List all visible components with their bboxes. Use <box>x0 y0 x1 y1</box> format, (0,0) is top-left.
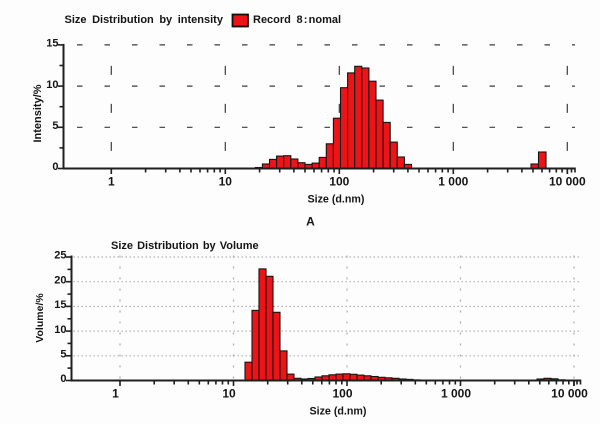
svg-text:Size Distribution by Volume: Size Distribution by Volume <box>111 240 259 252</box>
svg-text:20: 20 <box>54 274 66 286</box>
svg-text:10 000: 10 000 <box>549 175 586 189</box>
svg-text:10: 10 <box>46 79 58 91</box>
svg-text:Volume/%: Volume/% <box>34 293 46 343</box>
svg-text:Intensity/%: Intensity/% <box>32 84 44 142</box>
svg-text:0: 0 <box>60 373 66 385</box>
svg-text:Record 8:nomal: Record 8:nomal <box>253 14 341 26</box>
svg-text:100: 100 <box>332 387 352 401</box>
svg-text:10: 10 <box>219 175 233 189</box>
svg-text:5: 5 <box>52 120 58 132</box>
svg-text:10 000: 10 000 <box>551 387 588 401</box>
svg-text:15: 15 <box>54 299 66 311</box>
svg-text:Size (d.nm): Size (d.nm) <box>309 406 366 418</box>
svg-text:1 000: 1 000 <box>438 175 468 189</box>
svg-text:5: 5 <box>60 349 66 361</box>
svg-text:10: 10 <box>222 387 236 401</box>
svg-text:1: 1 <box>112 387 119 401</box>
svg-text:100: 100 <box>329 175 349 189</box>
svg-text:10: 10 <box>54 324 66 336</box>
svg-text:25: 25 <box>54 250 66 262</box>
svg-text:15: 15 <box>46 38 58 50</box>
svg-text:1: 1 <box>108 175 115 189</box>
svg-text:1 000: 1 000 <box>441 387 471 401</box>
svg-text:A: A <box>306 215 315 229</box>
svg-text:Size (d.nm): Size (d.nm) <box>307 194 364 206</box>
svg-text:Size Distribution by intensity: Size Distribution by intensity <box>65 14 224 26</box>
svg-text:0: 0 <box>52 161 58 173</box>
